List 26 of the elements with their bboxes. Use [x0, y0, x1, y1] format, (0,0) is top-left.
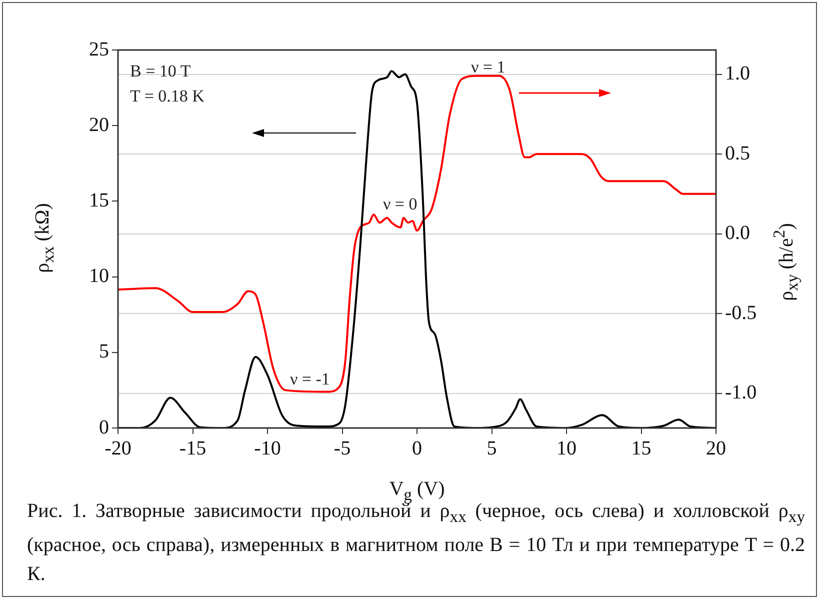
y2-tick-label: 1.0 — [725, 62, 750, 85]
x-tick-label: 15 — [631, 437, 652, 460]
y2-tick-label: -1.0 — [725, 382, 757, 404]
x-tick-label: 5 — [486, 437, 497, 460]
x-tick-label: 10 — [556, 437, 576, 460]
annotation: ν = 1 — [471, 57, 506, 76]
y-tick-label: 0 — [99, 416, 109, 438]
y-tick-label: 20 — [89, 114, 109, 136]
x-tick-label: -5 — [334, 437, 351, 460]
annotation: ν = -1 — [290, 369, 330, 388]
y-tick-label: 10 — [89, 265, 109, 288]
y-tick-label: 15 — [89, 189, 109, 212]
y2-tick-label: -0.5 — [725, 302, 757, 324]
x-tick-label: -20 — [104, 437, 132, 460]
x-tick-label: 20 — [706, 437, 726, 460]
y2-tick-label: 0.5 — [725, 142, 750, 164]
x-tick-label: -15 — [179, 437, 206, 460]
x-tick-label: -10 — [254, 437, 281, 460]
x-tick-label: 0 — [412, 437, 422, 460]
y-tick-label: 25 — [89, 38, 109, 60]
annotation: ν = 0 — [383, 194, 418, 214]
x-axis-title: V$_{g}$ (V) — [389, 478, 445, 504]
annotation: B = 10 T — [130, 61, 192, 80]
annotation: T = 0.18 K — [130, 86, 206, 106]
y-tick-label: 5 — [99, 340, 109, 363]
y2-tick-label: 0.0 — [725, 222, 750, 244]
